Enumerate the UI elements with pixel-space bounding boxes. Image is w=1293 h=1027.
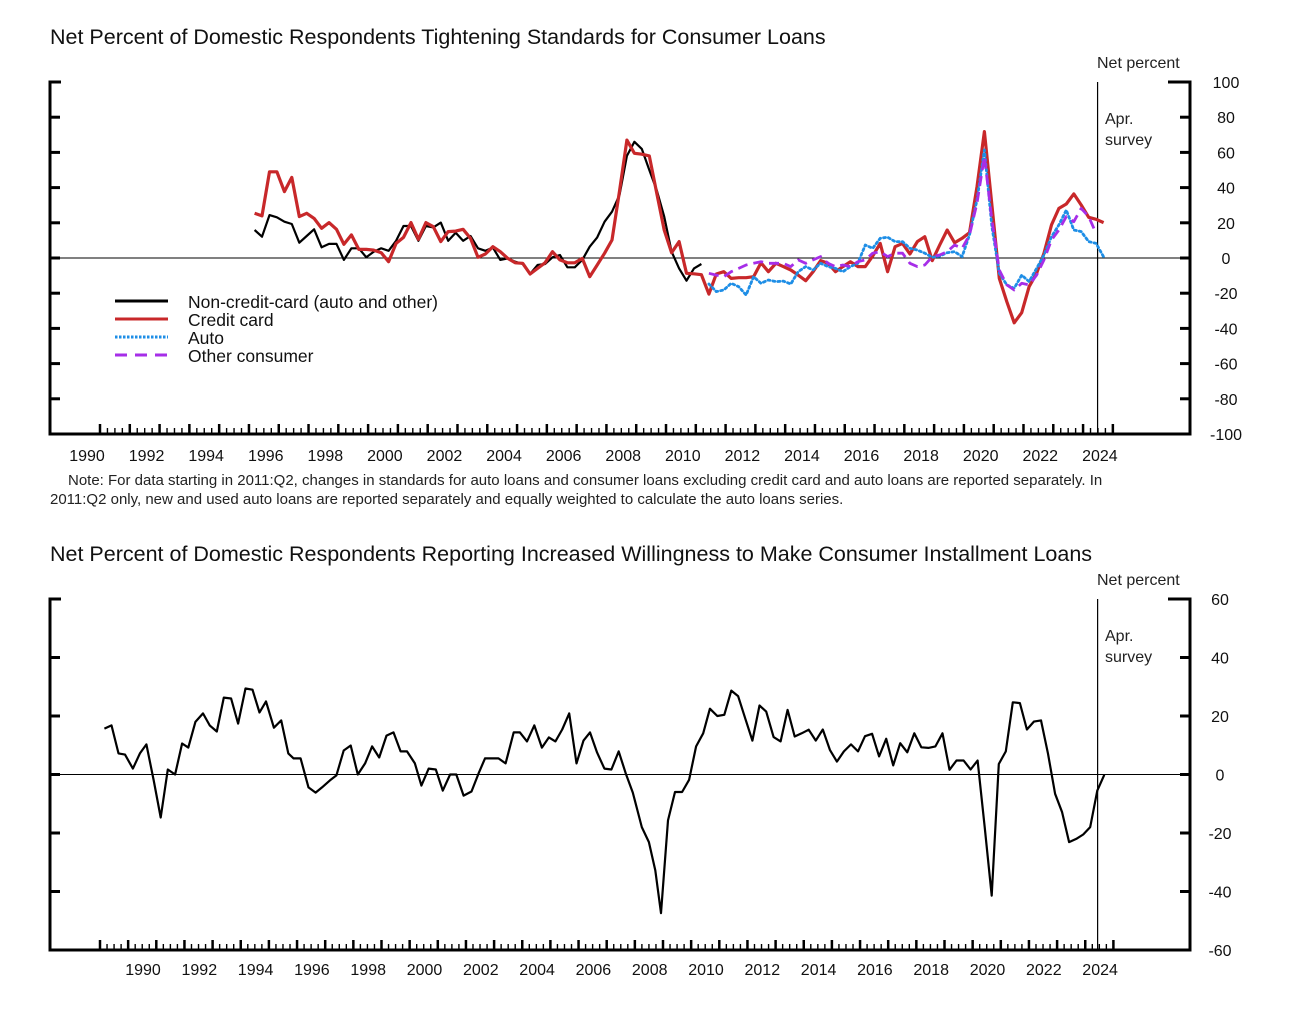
chart2-xtick-label: 1992 [182, 962, 218, 979]
chart2-xtick-label: 2012 [745, 962, 781, 979]
chart1-ytick-label: -20 [1214, 286, 1237, 303]
chart1-xtick-label: 1998 [308, 448, 344, 465]
chart1-ytick-label: 100 [1213, 75, 1240, 92]
chart2-xtick-label: 2004 [519, 962, 555, 979]
chart1-note-line2: 2011:Q2 only, new and used auto loans ar… [50, 491, 843, 508]
chart2-xtick-label: 1994 [238, 962, 274, 979]
chart1-title: Net Percent of Domestic Respondents Tigh… [50, 25, 826, 49]
chart1-xtick-label: 2014 [784, 448, 820, 465]
chart2-xtick-label: 2024 [1082, 962, 1118, 979]
chart2-ytick-label: -60 [1208, 943, 1231, 960]
chart1-plot: 100 80 60 40 20 0 -20 -40 -60 -80 -100 1990 1992 1994… [48, 75, 1242, 465]
chart1-xtick-label: 1994 [188, 448, 224, 465]
chart2-title: Net Percent of Domestic Respondents Repo… [50, 542, 1092, 566]
legend-label: Credit card [188, 310, 274, 330]
chart1-xtick-label: 2008 [605, 448, 641, 465]
chart2-xtick-label: 1998 [350, 962, 386, 979]
chart2-xtick-label: 2016 [857, 962, 893, 979]
chart2-xtick-label: 1996 [294, 962, 330, 979]
chart1-xtick-label: 2020 [963, 448, 999, 465]
chart2-xtick-label: 2014 [801, 962, 837, 979]
chart2-ylabel: Net percent [1097, 572, 1180, 589]
chart2-xtick-label: 2022 [1026, 962, 1062, 979]
chart1-legend: Non-credit-card (auto and other)Credit c… [115, 292, 438, 366]
chart2-series-willingness-to-make-consumer-installment-loans [103, 687, 1106, 915]
chart2-ytick-label: 0 [1216, 768, 1225, 785]
chart1-annotation-line1: Apr. [1105, 111, 1133, 128]
chart1-ytick-label: 20 [1217, 216, 1235, 233]
chart1-ytick-label: 0 [1222, 251, 1231, 268]
chart1-annotation-line2: survey [1105, 132, 1152, 149]
chart1-ytick-label: 80 [1217, 110, 1235, 127]
chart1-ylabel: Net percent [1097, 55, 1180, 72]
chart1-xtick-label: 2004 [486, 448, 522, 465]
chart1-xtick-label: 2016 [844, 448, 880, 465]
chart2-ytick-label: -20 [1208, 826, 1231, 843]
chart1-xtick-label: 1996 [248, 448, 284, 465]
chart1-xtick-label: 2002 [427, 448, 463, 465]
chart2-ytick-label: 20 [1211, 709, 1229, 726]
chart2-xtick-label: 2002 [463, 962, 499, 979]
chart1-ytick-label: -60 [1214, 357, 1237, 374]
chart2-xtick-label: 2000 [407, 962, 443, 979]
chart2-plot: 60 40 20 0 -20 -40 -60 1990 1992 1994 1996 1998 2000… [48, 592, 1232, 979]
chart1-xtick-label: 2018 [903, 448, 939, 465]
chart1-ytick-label: -100 [1210, 427, 1242, 444]
chart2-xtick-label: 2008 [632, 962, 668, 979]
chart2-xtick-label: 2020 [970, 962, 1006, 979]
legend-label: Non-credit-card (auto and other) [188, 292, 438, 312]
chart1-xtick-label: 2006 [546, 448, 582, 465]
legend-label: Other consumer [188, 346, 314, 366]
chart1-ytick-label: 60 [1217, 145, 1235, 162]
chart1-xtick-label: 2000 [367, 448, 403, 465]
chart1-xtick-label: 2010 [665, 448, 701, 465]
chart2-xtick-label: 2010 [688, 962, 724, 979]
chart1-xtick-label: 1992 [129, 448, 165, 465]
chart1-ytick-label: -80 [1214, 392, 1237, 409]
chart2-annotation-line2: survey [1105, 649, 1152, 666]
chart1-ytick-label: -40 [1214, 321, 1237, 338]
chart2-ytick-label: 60 [1211, 592, 1229, 609]
chart2-annotation-line1: Apr. [1105, 628, 1133, 645]
chart1-series-other-consumer [708, 155, 1098, 292]
chart2-xtick-label: 2006 [576, 962, 612, 979]
chart2-ytick-label: 40 [1211, 651, 1229, 668]
chart1-series-non-credit-card-auto-and-other [253, 140, 702, 282]
chart1-xtick-label: 2012 [725, 448, 761, 465]
chart1-xtick-label: 1990 [69, 448, 105, 465]
chart1-xtick-label: 2024 [1082, 448, 1118, 465]
legend-label: Auto [188, 328, 224, 348]
chart1-series-credit-card [254, 130, 1105, 325]
chart1-ytick-label: 40 [1217, 181, 1235, 198]
chart1-series-auto [707, 148, 1105, 297]
chart2-xtick-label: 2018 [913, 962, 949, 979]
chart2-ytick-label: -40 [1208, 885, 1231, 902]
chart2-xtick-label: 1990 [125, 962, 161, 979]
chart1-xtick-label: 2022 [1022, 448, 1058, 465]
chart1-note-line1: Note: For data starting in 2011:Q2, chan… [68, 472, 1102, 489]
